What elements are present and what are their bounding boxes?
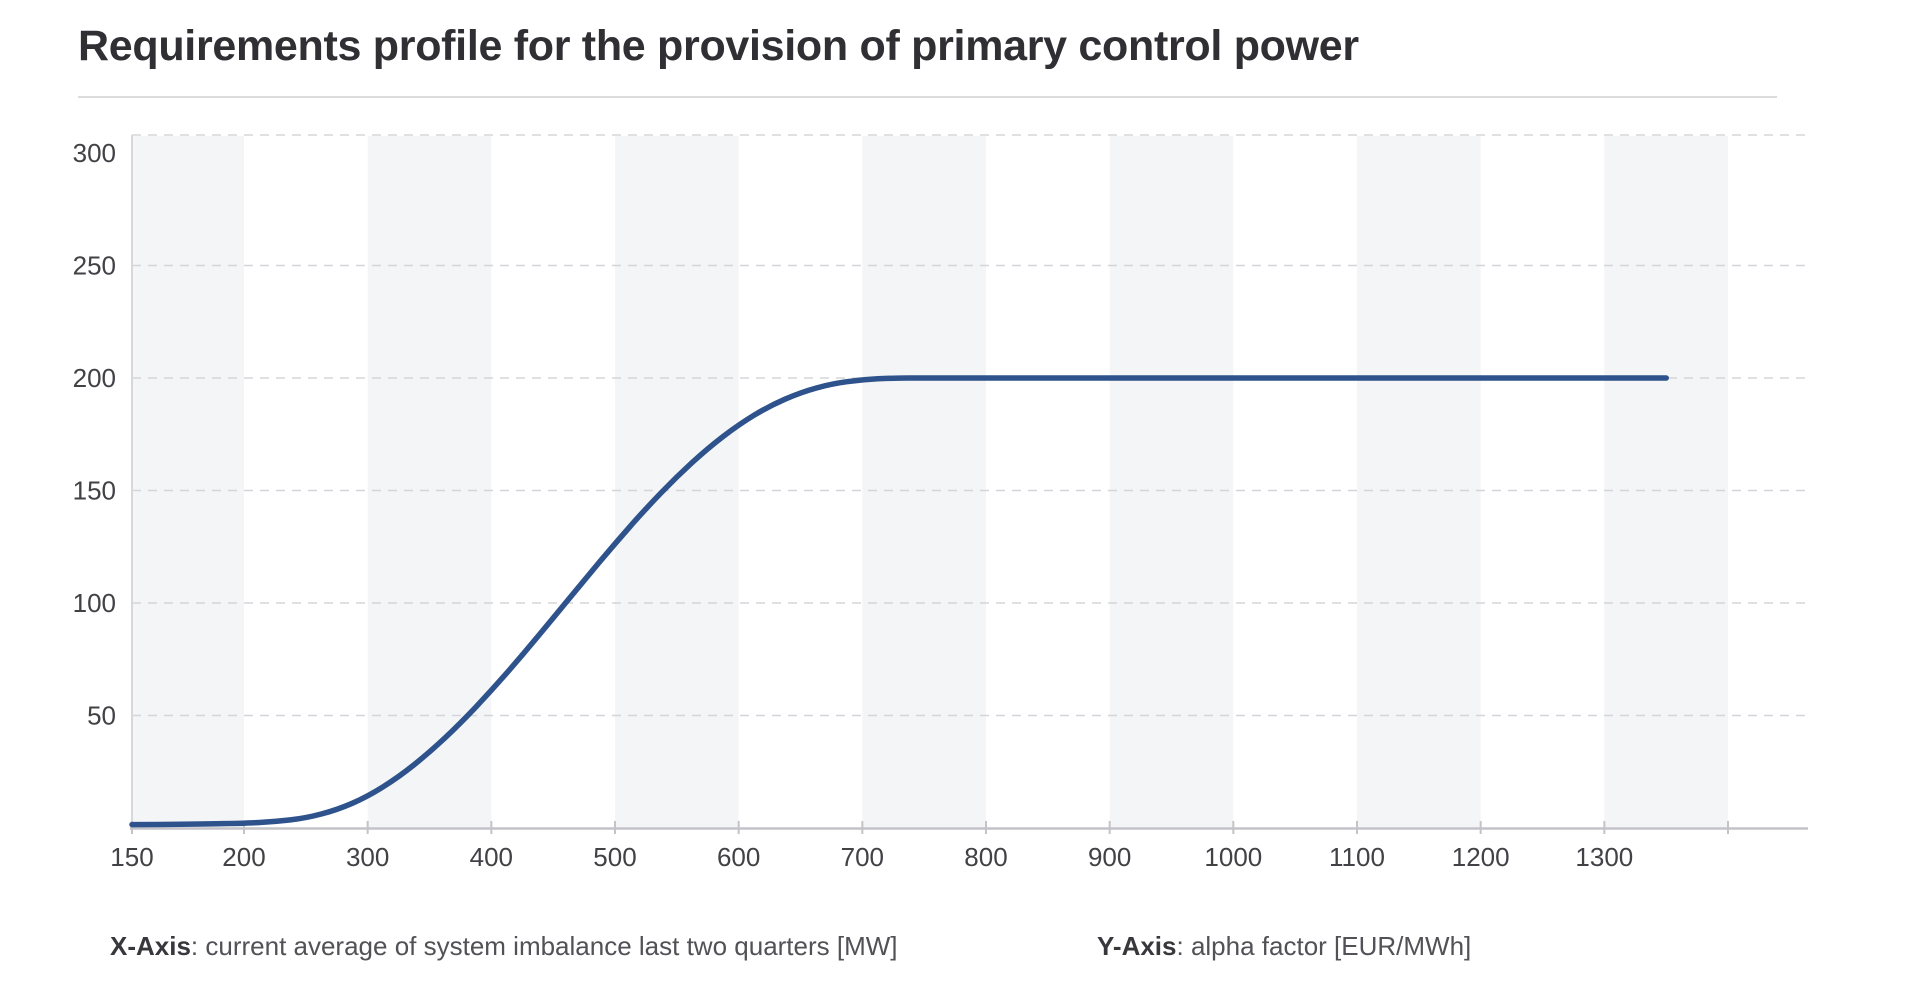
x-tick-label: 200 <box>222 842 265 872</box>
x-axis-note: X-Axis: current average of system imbala… <box>110 931 898 962</box>
y-tick-label: 300 <box>73 138 116 168</box>
x-tick-label: 400 <box>470 842 513 872</box>
y-axis-note-label: Y-Axis <box>1097 931 1177 961</box>
y-axis-note-text: : alpha factor [EUR/MWh] <box>1176 931 1472 961</box>
curve-path <box>129 375 1669 828</box>
x-tick-label: 500 <box>593 842 636 872</box>
y-tick-label: 200 <box>73 363 116 393</box>
grid-band <box>1357 136 1481 828</box>
x-tick-label: 1000 <box>1204 842 1262 872</box>
grid-band <box>615 136 739 828</box>
y-tick-label: 100 <box>73 588 116 618</box>
x-tick-label: 900 <box>1088 842 1131 872</box>
grid-band <box>1604 136 1728 828</box>
page-title: Requirements profile for the provision o… <box>78 22 1359 70</box>
y-tick-label: 50 <box>87 701 116 731</box>
title-rule <box>78 96 1777 98</box>
grid-band <box>132 136 244 828</box>
y-tick-label: 150 <box>73 476 116 506</box>
y-axis-note: Y-Axis: alpha factor [EUR/MWh] <box>1097 931 1471 962</box>
grid-band <box>367 136 492 828</box>
x-tick-label: 600 <box>717 842 760 872</box>
x-tick-label: 1300 <box>1575 842 1633 872</box>
x-tick-label: 1100 <box>1329 842 1385 872</box>
x-axis-note-text: : current average of system imbalance la… <box>190 931 898 961</box>
grid-band <box>862 136 986 828</box>
x-axis-note-label: X-Axis <box>110 931 191 961</box>
x-tick-label: 1200 <box>1452 842 1510 872</box>
x-tick-label: 300 <box>346 842 389 872</box>
grid-band <box>1109 136 1234 828</box>
x-tick-label: 150 <box>110 842 153 872</box>
y-tick-label: 250 <box>73 251 116 281</box>
x-tick-label: 800 <box>964 842 1007 872</box>
x-tick-label: 700 <box>841 842 884 872</box>
